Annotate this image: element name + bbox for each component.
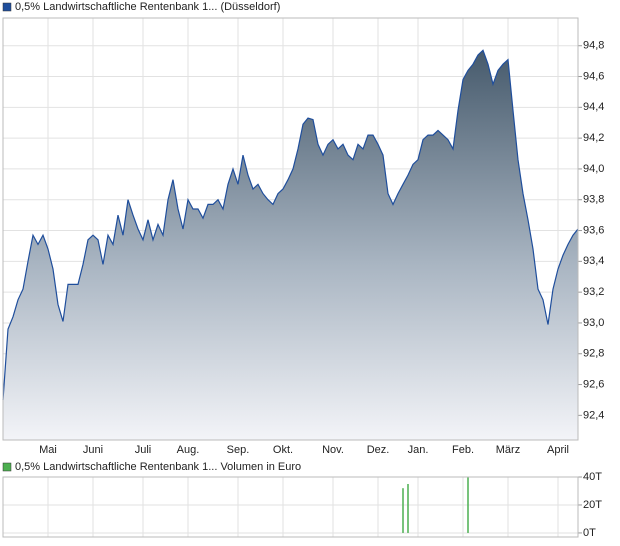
- x-tick-label: Juli: [135, 444, 152, 456]
- x-tick-label: Dez.: [367, 444, 390, 456]
- volume-bar: [407, 483, 409, 533]
- x-tick-label: Okt.: [273, 444, 293, 456]
- y-tick-label: 94,8: [583, 40, 604, 52]
- y-tick-label: 92,6: [583, 378, 604, 390]
- legend-swatch: [2, 462, 12, 472]
- y-tick-label: 40T: [583, 471, 602, 483]
- volume-bar: [467, 477, 469, 533]
- volume-bar: [402, 488, 404, 533]
- x-tick-label: Sep.: [227, 444, 250, 456]
- legend-label: 0,5% Landwirtschaftliche Rentenbank 1...…: [15, 1, 280, 13]
- x-tick-label: März: [496, 444, 520, 456]
- y-tick-label: 92,4: [583, 409, 604, 421]
- y-tick-label: 20T: [583, 499, 602, 511]
- plot-frame: [2, 17, 579, 441]
- y-tick-label: 94,0: [583, 163, 604, 175]
- x-tick-label: April: [547, 444, 569, 456]
- plot-frame: [2, 476, 579, 538]
- legend-label: 0,5% Landwirtschaftliche Rentenbank 1...…: [15, 461, 301, 473]
- x-tick-label: Aug.: [177, 444, 200, 456]
- y-tick-label: 93,6: [583, 224, 604, 236]
- x-tick-label: Juni: [83, 444, 103, 456]
- y-tick-label: 94,2: [583, 132, 604, 144]
- area: [3, 50, 578, 441]
- x-tick-label: Nov.: [322, 444, 344, 456]
- y-tick-label: 93,2: [583, 286, 604, 298]
- y-tick-label: 0T: [583, 527, 596, 539]
- price-line: [2, 49, 579, 401]
- y-tick-label: 94,6: [583, 70, 604, 82]
- y-tick-label: 93,0: [583, 317, 604, 329]
- x-tick-label: Feb.: [452, 444, 474, 456]
- x-tick-label: Mai: [39, 444, 57, 456]
- y-tick-label: 94,4: [583, 101, 604, 113]
- x-tick-label: Jan.: [408, 444, 429, 456]
- legend-swatch: [2, 2, 12, 12]
- y-tick-label: 93,4: [583, 255, 604, 267]
- y-tick-label: 93,8: [583, 194, 604, 206]
- y-tick-label: 92,8: [583, 348, 604, 360]
